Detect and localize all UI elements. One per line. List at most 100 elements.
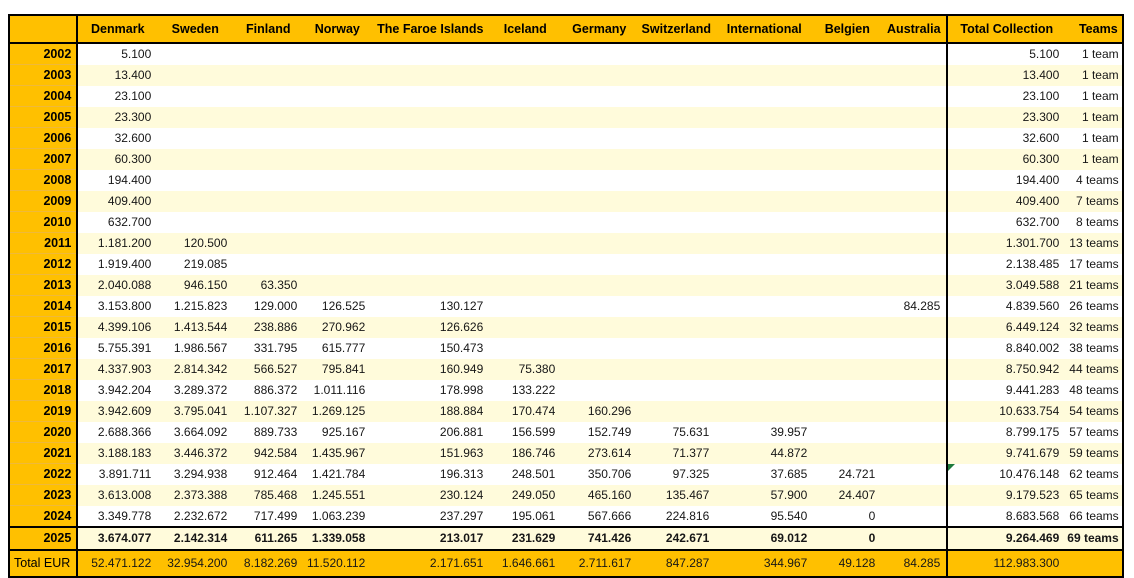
- value-cell[interactable]: [813, 338, 881, 359]
- value-cell[interactable]: 2.688.366: [97, 425, 152, 439]
- value-cell[interactable]: [489, 338, 561, 359]
- value-cell[interactable]: 741.426: [561, 526, 638, 551]
- total-collection-cell[interactable]: 194.400: [946, 169, 1066, 191]
- value-cell[interactable]: 273.614: [561, 442, 638, 464]
- total-collection-cell[interactable]: 6.449.124: [946, 316, 1066, 338]
- value-cell[interactable]: [813, 358, 882, 380]
- teams-cell[interactable]: 4 teams: [1075, 173, 1119, 187]
- year-cell[interactable]: 2006: [9, 127, 79, 149]
- year-cell[interactable]: 2020: [9, 421, 79, 443]
- value-cell[interactable]: 5.100: [121, 47, 152, 62]
- teams-cell[interactable]: 44 teams: [1065, 358, 1123, 380]
- corner-cell[interactable]: [9, 15, 79, 44]
- column-header-belgien[interactable]: Belgien: [813, 15, 882, 44]
- value-cell[interactable]: 23.300: [77, 106, 158, 128]
- value-cell[interactable]: 69.012: [715, 526, 814, 551]
- total-collection-cell[interactable]: 1.301.700: [946, 232, 1066, 254]
- value-cell[interactable]: 2.142.314: [157, 526, 234, 551]
- value-cell[interactable]: [637, 190, 716, 212]
- total-collection-cell[interactable]: 10.476.148: [946, 463, 1066, 485]
- value-cell[interactable]: 231.629: [489, 526, 562, 551]
- total-value-cell[interactable]: 2.711.617: [561, 550, 638, 577]
- value-cell[interactable]: [881, 128, 947, 149]
- value-cell[interactable]: 219.085: [183, 257, 228, 271]
- value-cell[interactable]: [637, 106, 716, 128]
- value-cell[interactable]: [715, 43, 813, 65]
- teams-cell[interactable]: 26 teams: [1069, 299, 1119, 313]
- value-cell[interactable]: [715, 106, 814, 128]
- value-cell[interactable]: 886.372: [253, 383, 298, 397]
- value-cell[interactable]: 24.721: [838, 467, 876, 481]
- value-cell[interactable]: [881, 232, 948, 254]
- column-header-denmark[interactable]: Denmark: [77, 15, 158, 44]
- value-cell[interactable]: 75.631: [672, 425, 710, 439]
- value-cell[interactable]: [813, 442, 882, 464]
- value-cell[interactable]: 1.413.544: [157, 316, 234, 338]
- value-cell[interactable]: [715, 254, 813, 275]
- value-cell[interactable]: [489, 43, 561, 65]
- value-cell[interactable]: [813, 190, 882, 212]
- value-cell[interactable]: 1.011.116: [313, 383, 366, 397]
- value-cell[interactable]: [637, 86, 715, 107]
- year-cell[interactable]: 2019: [9, 400, 79, 422]
- value-cell[interactable]: [157, 170, 233, 191]
- total-value-cell[interactable]: 32.954.200: [157, 550, 234, 577]
- value-cell[interactable]: [489, 190, 562, 212]
- value-cell[interactable]: 2.814.342: [157, 358, 234, 380]
- value-cell[interactable]: [561, 296, 637, 317]
- value-cell[interactable]: 71.377: [637, 442, 716, 464]
- value-cell[interactable]: [715, 232, 814, 254]
- total-value-cell[interactable]: 52.471.122: [77, 550, 158, 577]
- value-cell[interactable]: [881, 526, 948, 551]
- value-cell[interactable]: 249.050: [489, 484, 562, 506]
- value-cell[interactable]: 3.795.041: [157, 400, 234, 422]
- total-collection-cell[interactable]: 5.100: [946, 43, 1066, 65]
- value-cell[interactable]: [881, 464, 947, 485]
- value-cell[interactable]: 195.061: [511, 508, 556, 523]
- teams-cell[interactable]: 1 team: [1065, 64, 1123, 86]
- value-cell[interactable]: [371, 64, 490, 86]
- value-cell[interactable]: 717.499: [253, 508, 298, 523]
- total-collection-cell[interactable]: 632.700: [946, 211, 1066, 233]
- value-cell[interactable]: [813, 274, 882, 296]
- value-cell[interactable]: 24.407: [813, 484, 882, 506]
- value-cell[interactable]: [371, 128, 489, 149]
- value-cell[interactable]: 912.464: [253, 467, 298, 481]
- value-cell[interactable]: [371, 274, 490, 296]
- year-cell[interactable]: 2022: [9, 463, 79, 485]
- value-cell[interactable]: [637, 170, 715, 191]
- value-cell[interactable]: 2.373.388: [157, 484, 234, 506]
- value-cell[interactable]: 133.222: [511, 383, 556, 397]
- total-collection-cell[interactable]: 9.441.283: [946, 379, 1066, 401]
- value-cell[interactable]: [715, 358, 814, 380]
- value-cell[interactable]: [489, 64, 562, 86]
- value-cell[interactable]: [489, 128, 561, 149]
- value-cell[interactable]: [813, 296, 881, 317]
- value-cell[interactable]: [715, 274, 814, 296]
- year-cell[interactable]: 2012: [9, 253, 79, 275]
- value-cell[interactable]: 188.884: [371, 400, 490, 422]
- value-cell[interactable]: [233, 254, 303, 275]
- value-cell[interactable]: 160.296: [561, 400, 638, 422]
- value-cell[interactable]: [371, 212, 489, 233]
- value-cell[interactable]: [561, 380, 637, 401]
- value-cell[interactable]: [157, 86, 233, 107]
- value-cell[interactable]: 130.127: [439, 299, 484, 313]
- value-cell[interactable]: [303, 212, 371, 233]
- value-cell[interactable]: 194.400: [107, 173, 152, 187]
- value-cell[interactable]: [881, 254, 947, 275]
- value-cell[interactable]: [813, 212, 881, 233]
- value-cell[interactable]: [371, 170, 489, 191]
- value-cell[interactable]: [489, 86, 561, 107]
- total-collection-cell[interactable]: 13.400: [946, 64, 1066, 86]
- teams-cell[interactable]: 7 teams: [1065, 190, 1123, 212]
- total-collection-cell[interactable]: 2.138.485: [946, 253, 1066, 275]
- value-cell[interactable]: [157, 190, 234, 212]
- year-cell[interactable]: 2013: [9, 274, 79, 296]
- teams-cell[interactable]: 69 teams: [1065, 526, 1123, 551]
- year-cell[interactable]: 2007: [9, 148, 79, 170]
- value-cell[interactable]: 150.473: [439, 341, 484, 355]
- teams-cell[interactable]: 1 team: [1081, 131, 1119, 145]
- total-value-cell[interactable]: 344.967: [715, 550, 814, 577]
- teams-cell[interactable]: 59 teams: [1065, 442, 1123, 464]
